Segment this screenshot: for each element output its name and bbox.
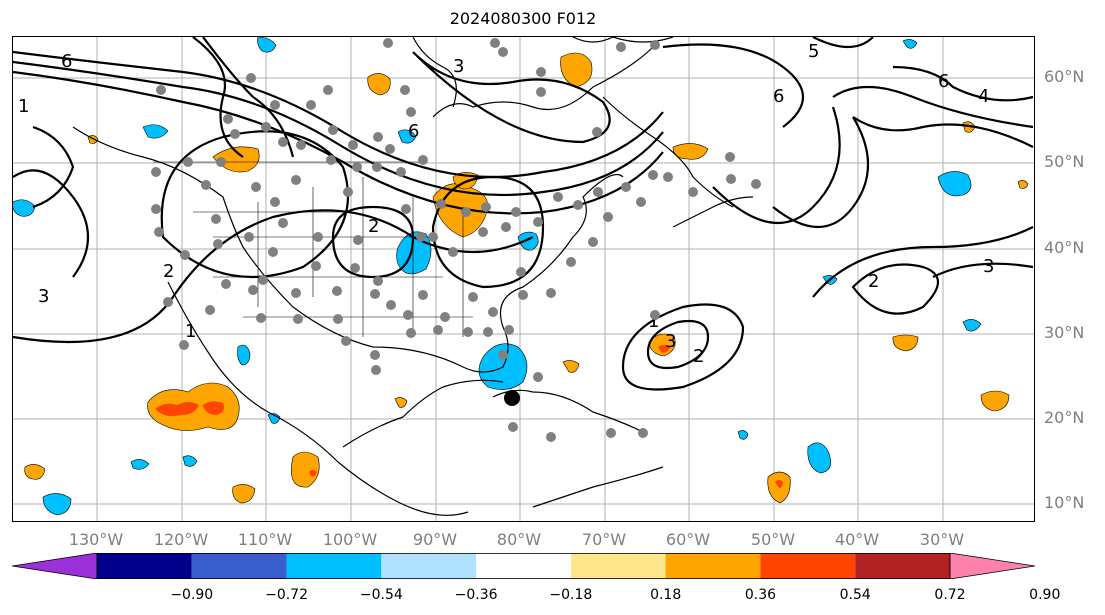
colorbar-tick-label: 0.54	[839, 587, 871, 603]
colorbar-segment	[191, 553, 287, 579]
lon-label: 70°W	[581, 530, 627, 549]
contour-label: 1	[648, 311, 659, 332]
lon-label: 40°W	[834, 530, 880, 549]
station-dots	[151, 38, 761, 442]
contour-label: 2	[693, 346, 704, 367]
contour-label: 2	[868, 271, 879, 292]
colorbar-extend-high	[949, 553, 1035, 579]
lat-label: 10°N	[1044, 493, 1085, 512]
colorbar-segment	[570, 553, 666, 579]
contour-label: 3	[453, 56, 464, 77]
contour-label: 3	[983, 256, 994, 277]
contour-label: 6	[408, 121, 419, 142]
colorbar-tick-label: 0.18	[650, 587, 682, 603]
colorbar-tick-label: −0.72	[265, 587, 308, 603]
colorbar-segment	[665, 553, 761, 579]
lon-label: 90°W	[412, 530, 458, 549]
lon-label: 50°W	[750, 530, 796, 549]
lat-label: 20°N	[1044, 408, 1085, 427]
lon-label: 80°W	[496, 530, 542, 549]
colorbar-tick-label: −0.90	[170, 587, 214, 603]
contour-label: 2	[368, 216, 379, 237]
lon-label: 130°W	[68, 530, 124, 549]
colorbar-tick-label: −0.54	[359, 587, 403, 603]
lat-label: 50°N	[1044, 152, 1085, 171]
contour-label: 4	[978, 86, 989, 107]
colorbar-segment	[286, 553, 382, 579]
map-panel[interactable]: 6 5 6 4 3 6 6 2 2 3 1 3 2 1 3 2 1	[12, 36, 1035, 522]
map-title: 2024080300 F012	[449, 9, 597, 28]
lat-label: 40°N	[1044, 238, 1085, 257]
contour-label: 6	[938, 71, 949, 92]
storm-center-marker	[504, 390, 520, 406]
colorbar-tick-label: −0.18	[549, 587, 593, 603]
contour-label: 6	[61, 51, 72, 72]
colorbar-segment	[381, 553, 477, 579]
contour-label: 6	[773, 86, 784, 107]
map-canvas: 6 5 6 4 3 6 6 2 2 3 1 3 2 1 3 2 1	[13, 37, 1034, 521]
contour-label: 5	[808, 41, 819, 62]
graticule	[13, 37, 1034, 521]
colorbar-segment	[97, 553, 192, 579]
lon-label: 100°W	[322, 530, 378, 549]
colorbar-segment	[855, 553, 950, 579]
contour-lines	[13, 37, 1034, 391]
colorbar-extend-low	[12, 553, 98, 579]
lon-label: 110°W	[237, 530, 293, 549]
contour-label: 3	[38, 286, 49, 307]
colorbar-segment	[760, 553, 856, 579]
colorbar-tick-label: 0.90	[1029, 587, 1061, 603]
contour-label: 1	[185, 321, 196, 342]
contour-label: 3	[665, 331, 676, 352]
colorbar-tick-label: −0.36	[454, 587, 498, 603]
colorbar-tick-label: 0.36	[744, 587, 777, 603]
lon-label: 60°W	[665, 530, 711, 549]
contour-label: 2	[163, 261, 174, 282]
contour-label: 1	[18, 96, 29, 117]
lon-label: 120°W	[153, 530, 209, 549]
colorbar	[12, 553, 1035, 579]
colorbar-tick-label: 0.72	[934, 587, 966, 603]
lat-label: 30°N	[1044, 323, 1085, 342]
contour-label-group: 6 5 6 4 3 6 6 2 2 3 1 3 2 1 3 2 1	[18, 41, 994, 367]
lat-label: 60°N	[1044, 67, 1085, 86]
coastlines	[72, 37, 754, 516]
colorbar-segment	[476, 553, 571, 579]
lon-label: 30°W	[919, 530, 965, 549]
